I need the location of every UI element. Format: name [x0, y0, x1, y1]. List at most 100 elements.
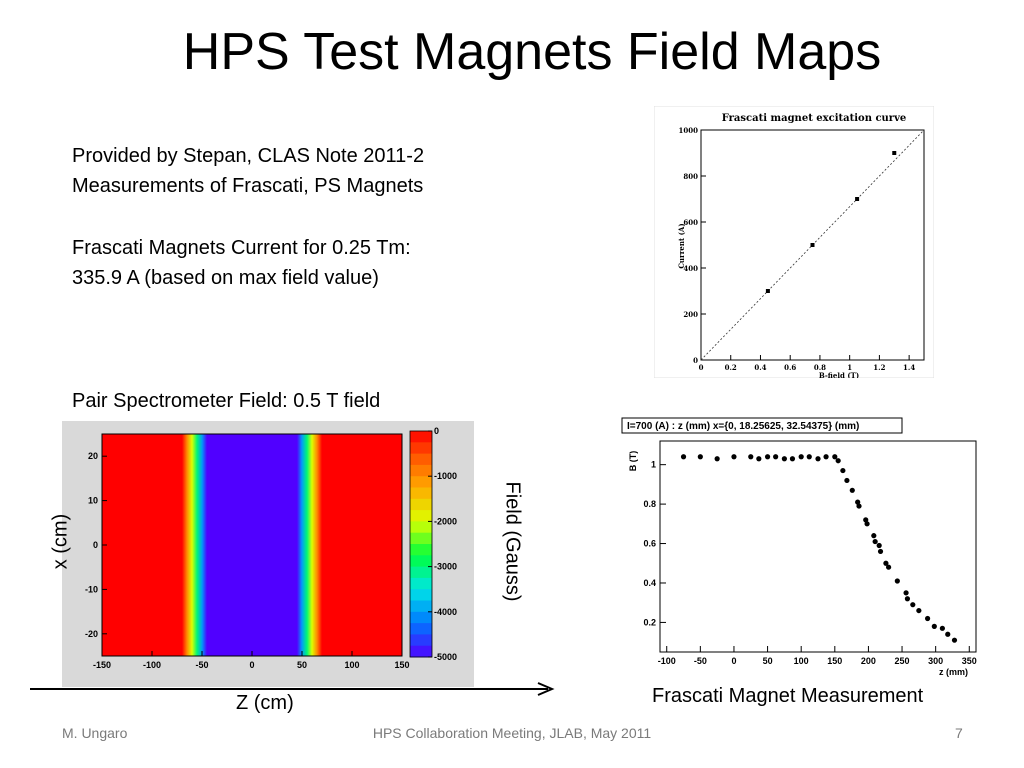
x-tick-label: 300 [928, 656, 943, 666]
data-point [840, 467, 846, 474]
heatmap-x-tick-label: 0 [249, 660, 254, 670]
heatmap-x-tick-label: 150 [394, 660, 409, 670]
x-tick-label: -50 [694, 656, 707, 666]
data-point [894, 578, 900, 584]
data-point [939, 625, 945, 631]
heatmap-x-tick-label: 50 [297, 660, 307, 670]
x-tick-label: 350 [962, 656, 977, 666]
field-map-heatmap: -150 -100 -50 0 50 100 150-20-10010200-1000-20… [62, 421, 474, 687]
colorbar-cell [410, 555, 432, 568]
heatmap-x-tick-label: -100 [143, 660, 161, 670]
data-point [815, 456, 821, 462]
data-point [835, 458, 841, 464]
colorbar-cell [410, 431, 432, 443]
colorbar-cell [410, 442, 432, 455]
data-point [832, 454, 838, 460]
y-axis-title: B (T) [628, 451, 638, 472]
field-map [102, 434, 402, 656]
heatmap-y-tick-label: -10 [85, 584, 98, 594]
data-point [756, 456, 762, 462]
data-point [823, 454, 829, 460]
data-point [781, 456, 787, 462]
data-point [855, 499, 861, 505]
frascati-measurement-chart: I=700 (A) : z (mm) x={0, 18.25625, 32.54… [620, 416, 978, 680]
data-point [810, 243, 815, 247]
chart-title: I=700 (A) : z (mm) x={0, 18.25625, 32.54… [627, 421, 859, 432]
colorbar-tick-label: -5000 [434, 652, 457, 662]
x-tick-label: 200 [861, 656, 876, 666]
slide-title: HPS Test Magnets Field Maps [182, 23, 882, 81]
z-axis-arrow [30, 682, 555, 696]
colorbar-cell [410, 566, 432, 579]
x-tick-label: 0.8 [814, 363, 826, 372]
data-point [773, 454, 779, 460]
y-tick-label: 0.8 [643, 499, 656, 509]
colorbar-cell [410, 544, 432, 556]
chart-background [620, 416, 978, 680]
data-point [876, 542, 882, 549]
y-tick-label: 400 [683, 264, 698, 273]
excitation-curve-chart: Frascati magnet excitation curve 0 0.2 0.4 0… [654, 106, 934, 378]
data-point [748, 454, 754, 460]
colorbar-cell [410, 532, 432, 545]
data-point [849, 487, 855, 493]
x-tick-label: 0 [699, 363, 704, 372]
x-tick-label: 0.2 [725, 363, 737, 372]
chart-background [654, 106, 934, 378]
footer-page-number: 7 [955, 725, 963, 741]
heatmap-y-tick-label: -20 [85, 629, 98, 639]
footer-author: M. Ungaro [62, 725, 128, 741]
data-point [916, 607, 922, 614]
y-tick-label: 200 [683, 310, 698, 319]
chart-title-box [621, 417, 903, 434]
data-point [904, 596, 911, 602]
plot-frame [659, 440, 977, 653]
data-point [885, 564, 892, 570]
colorbar-cell [410, 577, 432, 590]
colorbar-tick-label: -3000 [434, 562, 457, 572]
z-axis-label: Z (cm) [236, 692, 294, 714]
colorbar-cell [410, 510, 432, 522]
colorbar-cell [410, 476, 432, 488]
data-point [844, 477, 850, 484]
colorbar-tick-label: -2000 [434, 516, 457, 526]
data-point [910, 602, 916, 608]
data-point [798, 454, 804, 460]
colorbar-frame [409, 430, 433, 658]
heatmap-y-tick-label: 0 [93, 540, 98, 550]
data-point [924, 615, 931, 622]
heatmap-x-tick-label: -150 [93, 660, 111, 670]
colorbar-cell [410, 498, 432, 511]
y-tick-label: 0.2 [643, 617, 656, 627]
colorbar-cell [410, 611, 432, 624]
data-point [697, 454, 703, 460]
colorbar-cell [410, 623, 432, 635]
chart-title: Frascati magnet excitation curve [722, 113, 907, 124]
data-point [789, 456, 796, 462]
data-point [764, 454, 771, 460]
y-tick-label: 1 [651, 460, 656, 470]
x-tick-label: 1.4 [903, 363, 915, 372]
x-tick-label: 150 [827, 656, 842, 666]
plot-frame [700, 129, 925, 361]
colorbar-cell [410, 453, 432, 466]
colorbar-cell [410, 487, 432, 500]
data-point [806, 454, 812, 460]
x-tick-label: 100 [794, 656, 809, 666]
x-axis-title: B-field (T) [819, 371, 859, 378]
data-point [864, 521, 870, 527]
colorbar-cell [410, 464, 432, 477]
colorbar-cell [410, 645, 432, 658]
text-line-measurements: Measurements of Frascati, PS Magnets [72, 175, 424, 197]
data-point [892, 151, 897, 155]
colorbar-tick-label: -1000 [434, 471, 457, 481]
data-point [903, 590, 909, 596]
frascati-caption: Frascati Magnet Measurement [652, 685, 924, 707]
y-tick-label: 1000 [679, 126, 699, 135]
y-tick-label: 0 [693, 356, 698, 365]
text-line-provided: Provided by Stepan, CLAS Note 2011-2 [72, 145, 425, 167]
colorbar-cell [410, 634, 432, 647]
x-axis-label: x (cm) [49, 513, 72, 570]
data-point [877, 548, 884, 555]
footer-meeting: HPS Collaboration Meeting, JLAB, May 201… [372, 725, 652, 741]
